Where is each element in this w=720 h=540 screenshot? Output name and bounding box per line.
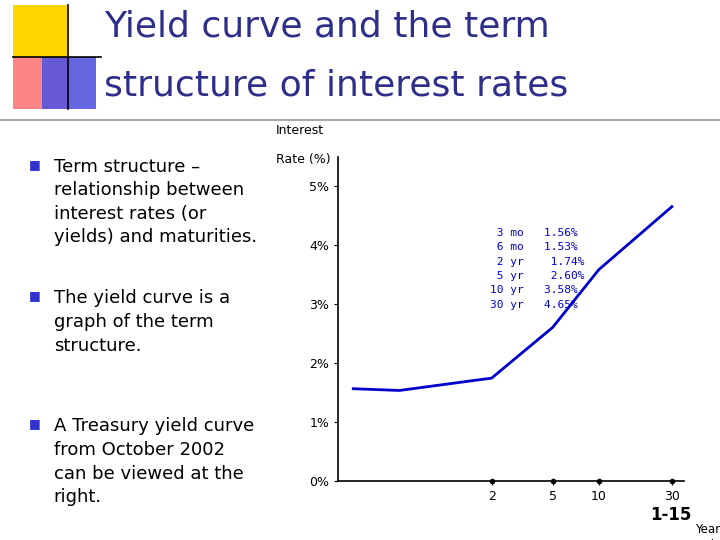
Text: Yield curve and the term: Yield curve and the term xyxy=(104,10,550,44)
Text: Term structure –
relationship between
interest rates (or
yields) and maturities.: Term structure – relationship between in… xyxy=(54,158,257,246)
Text: 1-15: 1-15 xyxy=(650,506,691,524)
Text: ■: ■ xyxy=(29,158,40,171)
Text: 3 mo   1.56%
 6 mo   1.53%
 2 yr    1.74%
 5 yr    2.60%
10 yr   3.58%
30 yr   4: 3 mo 1.56% 6 mo 1.53% 2 yr 1.74% 5 yr 2.… xyxy=(490,228,585,310)
Text: ■: ■ xyxy=(29,289,40,302)
Text: A Treasury yield curve
from October 2002
can be viewed at the
right.: A Treasury yield curve from October 2002… xyxy=(54,417,254,506)
Text: The yield curve is a
graph of the term
structure.: The yield curve is a graph of the term s… xyxy=(54,289,230,355)
Text: ■: ■ xyxy=(29,417,40,430)
Bar xyxy=(13,5,67,57)
Bar xyxy=(42,57,96,109)
Text: Years to
maturity: Years to maturity xyxy=(693,523,720,540)
Text: structure of interest rates: structure of interest rates xyxy=(104,69,569,103)
Bar xyxy=(13,57,67,109)
Text: Rate (%): Rate (%) xyxy=(276,153,330,166)
Text: Interest: Interest xyxy=(276,124,324,137)
